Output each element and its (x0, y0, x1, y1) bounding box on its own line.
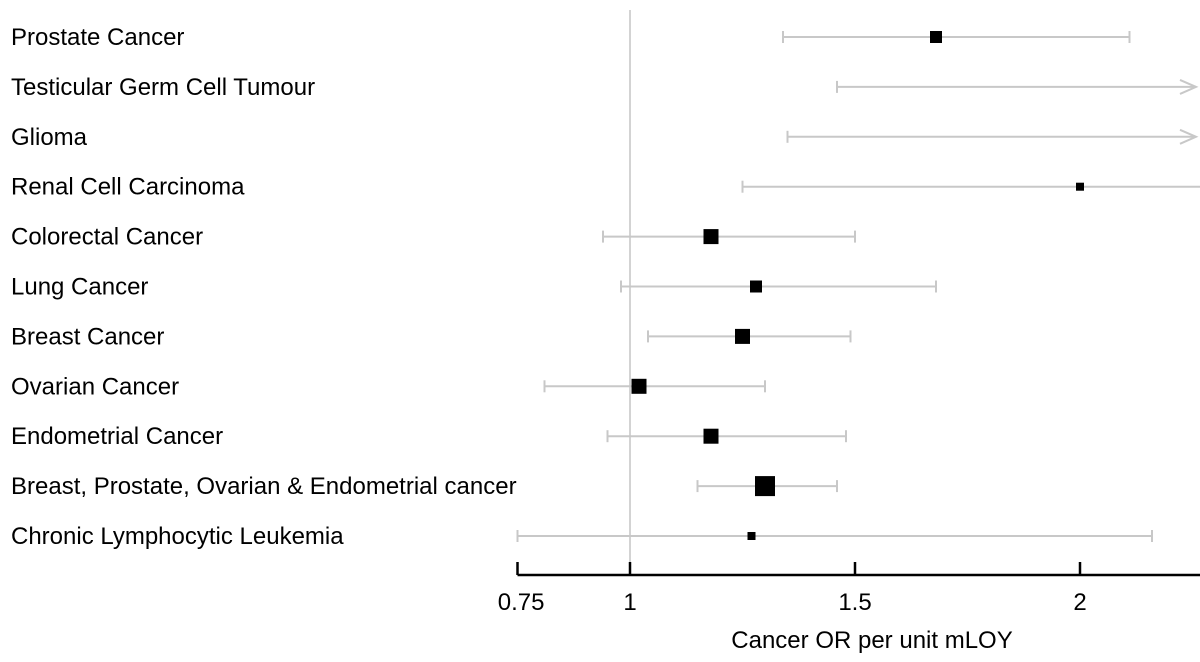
row-label: Renal Cell Carcinoma (11, 174, 245, 201)
point-estimate (1076, 182, 1084, 191)
forest-row: Breast, Prostate, Ovarian & Endometrial … (11, 473, 838, 500)
x-tick-label: 1.5 (838, 589, 871, 616)
forest-row: Prostate Cancer (11, 24, 1131, 51)
point-estimate (631, 378, 647, 394)
x-tick-label: 1 (623, 589, 636, 616)
row-label: Breast Cancer (11, 323, 164, 350)
x-tick-label: 0.75 (498, 589, 545, 616)
row-label: Prostate Cancer (11, 24, 184, 51)
forest-row: Glioma (11, 124, 1199, 151)
point-estimate (930, 31, 942, 43)
ci-truncation-arrow (1179, 128, 1199, 145)
rows-layer: Prostate Cancer Testicular Germ Cell Tumo… (11, 24, 1200, 550)
row-label: Colorectal Cancer (11, 224, 203, 251)
row-label: Testicular Germ Cell Tumour (11, 74, 315, 101)
x-axis-title: Cancer OR per unit mLOY (731, 627, 1012, 654)
point-estimate (747, 532, 756, 540)
point-estimate (750, 280, 762, 293)
row-label: Ovarian Cancer (11, 373, 179, 400)
row-label: Lung Cancer (11, 274, 148, 301)
x-tick-label: 2 (1073, 589, 1086, 616)
forest-row: Endometrial Cancer (11, 423, 847, 450)
row-label: Glioma (11, 124, 88, 151)
forest-row: Testicular Germ Cell Tumour (11, 74, 1199, 101)
point-estimate (735, 328, 750, 344)
row-label: Breast, Prostate, Ovarian & Endometrial … (11, 473, 517, 500)
forest-row: Renal Cell Carcinoma (11, 174, 1200, 201)
forest-row: Ovarian Cancer (11, 373, 766, 400)
ci-truncation-arrow (1179, 78, 1199, 95)
forest-row: Breast Cancer (11, 323, 852, 350)
point-estimate (703, 229, 719, 245)
row-label: Endometrial Cancer (11, 423, 223, 450)
forest-row: Lung Cancer (11, 274, 937, 301)
forest-row: Colorectal Cancer (11, 224, 856, 251)
point-estimate (755, 476, 775, 497)
forest-row: Chronic Lymphocytic Leukemia (11, 523, 1153, 550)
row-label: Chronic Lymphocytic Leukemia (11, 523, 344, 550)
point-estimate (703, 428, 719, 444)
